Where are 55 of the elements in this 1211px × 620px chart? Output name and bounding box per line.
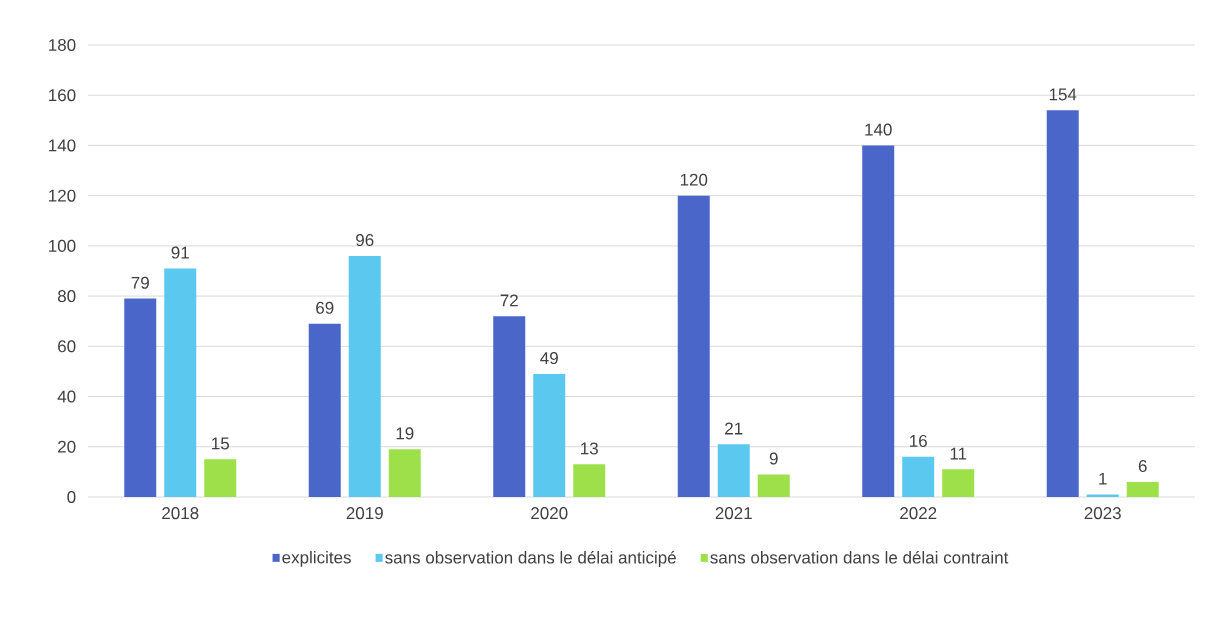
y-tick-label: 80	[57, 290, 76, 303]
data-label: 72	[500, 294, 518, 307]
data-label: 15	[212, 437, 229, 450]
y-tick-label: 120	[49, 189, 76, 202]
x-tick-label: 2020	[531, 507, 568, 520]
bar	[1126, 481, 1159, 497]
bar	[862, 145, 895, 497]
x-tick-label: 2019	[346, 507, 383, 520]
data-label: 69	[316, 301, 334, 314]
x-tick-label: 2021	[715, 507, 752, 520]
data-label: 1	[1099, 472, 1107, 485]
bar	[573, 464, 606, 497]
legend-label: sans observation dans le délai anticipé	[385, 550, 676, 567]
bar	[124, 298, 157, 497]
data-label: 79	[131, 276, 149, 289]
bar	[204, 459, 237, 497]
bar	[677, 195, 710, 497]
data-label: 49	[540, 352, 558, 365]
x-tick-label: 2018	[162, 507, 199, 520]
data-label: 154	[1049, 88, 1077, 101]
y-tick-label: 40	[57, 390, 76, 403]
bar	[348, 255, 381, 497]
data-label: 11	[950, 447, 967, 460]
x-tick-label: 2023	[1084, 507, 1121, 520]
x-tick-label: 2022	[900, 507, 937, 520]
bar	[717, 444, 750, 497]
data-label: 21	[725, 422, 743, 435]
y-tick-label: 180	[49, 38, 76, 52]
y-tick-label: 0	[67, 490, 76, 504]
bar	[493, 316, 526, 497]
bar	[388, 449, 421, 497]
legend-label: sans observation dans le délai contraint	[710, 550, 1009, 564]
y-tick-label: 100	[49, 239, 76, 252]
bar	[164, 268, 197, 497]
y-tick-label: 160	[49, 89, 76, 102]
bar	[308, 323, 341, 497]
y-tick-label: 140	[49, 139, 76, 152]
bar	[533, 373, 566, 497]
data-label: 9	[769, 452, 778, 465]
bar	[1046, 110, 1079, 497]
data-label: 91	[171, 246, 189, 259]
data-label: 19	[396, 427, 414, 440]
bar	[942, 469, 975, 497]
bar	[757, 474, 790, 497]
bar	[902, 456, 935, 497]
data-label: 96	[356, 234, 374, 247]
y-tick-label: 60	[58, 340, 76, 353]
data-label: 140	[865, 123, 892, 136]
data-label: 16	[910, 434, 927, 447]
data-label: 120	[680, 173, 708, 186]
bar	[1086, 494, 1119, 497]
data-label: 6	[1138, 460, 1147, 473]
legend-label: explicites	[282, 551, 351, 567]
data-label: 13	[581, 442, 598, 455]
y-tick-label: 20	[58, 440, 76, 453]
